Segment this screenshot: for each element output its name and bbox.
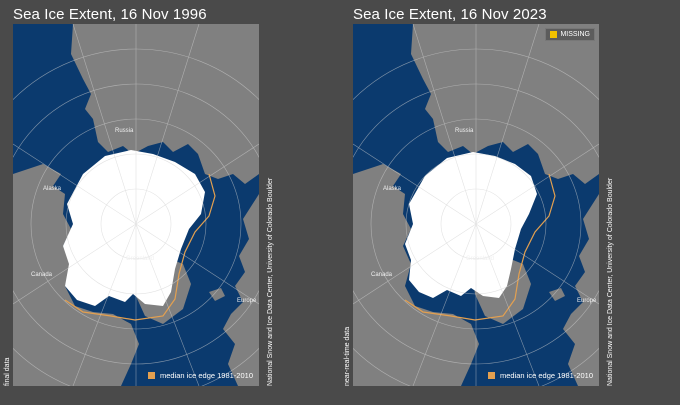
median-edge-swatch [488,372,495,379]
polar-projection-map: Russia Alaska Greenland Canada Europe [13,24,259,386]
graticule [353,24,599,386]
label-canada: Canada [31,272,53,278]
sea-ice [405,152,537,298]
eurasia-land [71,24,259,184]
eurasia-land [411,24,599,184]
median-ice-edge [404,173,556,321]
map-panel-1996: Sea Ice Extent, 16 Nov 1996 [0,0,290,405]
map-legend: median ice edge 1981-2010 [148,371,253,380]
data-status-label: near-real-time data [344,326,351,386]
europe-land [563,194,599,386]
label-greenland: Greenland [466,256,494,262]
label-europe: Europe [237,298,257,304]
map-panel-2023: Sea Ice Extent, 16 Nov 2023 [340,0,630,405]
sea-ice [63,150,205,306]
map-legend: median ice edge 1981-2010 [488,371,593,380]
credit-label: National Snow and Ice Data Center, Unive… [607,177,614,386]
north-america-land [353,164,479,386]
missing-legend: MISSING [545,28,595,41]
iceland-land [549,288,565,301]
iceland-land [209,288,225,301]
sea-ice-map: Russia Alaska Greenland Canada Europe me… [13,24,259,386]
label-russia: Russia [455,128,474,134]
label-russia: Russia [115,128,134,134]
missing-label: MISSING [560,31,590,38]
label-canada: Canada [371,272,393,278]
label-greenland: Greenland [126,256,154,262]
median-ice-edge [64,173,216,321]
graticule [13,24,259,386]
data-status-label: final data [4,357,11,386]
missing-swatch [550,31,558,38]
label-alaska: Alaska [43,186,62,192]
legend-label: median ice edge 1981-2010 [500,371,593,380]
north-america-land [13,164,139,386]
polar-projection-map: Russia Alaska Greenland Canada Europe [353,24,599,386]
map-title: Sea Ice Extent, 16 Nov 1996 [13,6,207,23]
legend-label: median ice edge 1981-2010 [160,371,253,380]
label-alaska: Alaska [383,186,402,192]
median-edge-swatch [148,372,155,379]
sea-ice-map: Russia Alaska Greenland Canada Europe MI… [353,24,599,386]
credit-label: National Snow and Ice Data Center, Unive… [267,177,274,386]
europe-land [223,194,259,386]
map-title: Sea Ice Extent, 16 Nov 2023 [353,6,547,23]
label-europe: Europe [577,298,597,304]
